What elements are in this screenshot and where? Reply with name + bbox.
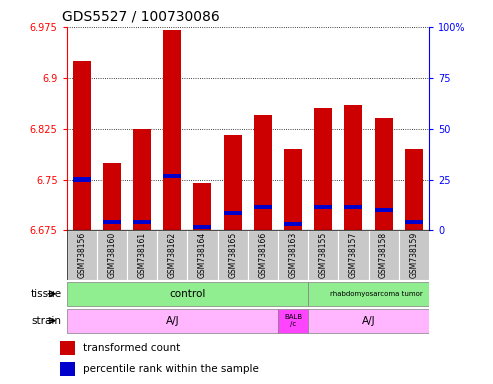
Bar	[314, 108, 332, 230]
Bar	[405, 220, 423, 223]
Bar	[375, 208, 392, 212]
Text: A/J: A/J	[166, 316, 179, 326]
Text: GSM738163: GSM738163	[288, 232, 298, 278]
Bar	[187, 230, 217, 280]
Bar	[217, 230, 247, 280]
Bar	[278, 309, 308, 333]
Bar	[278, 230, 308, 280]
Text: GSM738159: GSM738159	[409, 232, 419, 278]
Text: rhabdomyosarcoma tumor: rhabdomyosarcoma tumor	[330, 291, 423, 297]
Text: GSM738155: GSM738155	[318, 232, 328, 278]
Bar	[127, 230, 157, 280]
Text: strain: strain	[32, 316, 62, 326]
Bar	[193, 225, 211, 229]
Text: GSM738161: GSM738161	[138, 232, 146, 278]
Text: BALB
/c: BALB /c	[284, 314, 302, 327]
Bar	[133, 129, 151, 230]
Bar	[248, 230, 278, 280]
Bar	[97, 230, 127, 280]
Text: GDS5527 / 100730086: GDS5527 / 100730086	[62, 9, 219, 23]
Bar	[72, 61, 91, 230]
Bar	[399, 230, 429, 280]
Text: GSM738160: GSM738160	[107, 232, 116, 278]
Bar	[308, 230, 338, 280]
Bar	[193, 183, 211, 230]
Bar	[405, 149, 423, 230]
Bar	[163, 174, 181, 178]
Bar	[67, 309, 278, 333]
Text: percentile rank within the sample: percentile rank within the sample	[83, 364, 259, 374]
Bar	[368, 230, 399, 280]
Bar	[72, 177, 91, 182]
Text: GSM738166: GSM738166	[258, 232, 267, 278]
Bar	[338, 230, 368, 280]
Bar	[254, 205, 272, 209]
Bar	[67, 230, 97, 280]
Bar	[163, 30, 181, 230]
Bar	[223, 212, 242, 215]
Bar	[375, 118, 392, 230]
Bar	[61, 341, 75, 355]
Bar	[308, 309, 429, 333]
Text: control: control	[169, 289, 206, 299]
Text: GSM738157: GSM738157	[349, 232, 358, 278]
Text: GSM738162: GSM738162	[168, 232, 177, 278]
Bar	[223, 136, 242, 230]
Bar	[284, 222, 302, 226]
Text: GSM738158: GSM738158	[379, 232, 388, 278]
Bar	[254, 115, 272, 230]
Bar	[314, 205, 332, 209]
Bar	[157, 230, 187, 280]
Text: A/J: A/J	[362, 316, 375, 326]
Bar	[308, 282, 444, 306]
Text: GSM738164: GSM738164	[198, 232, 207, 278]
Text: tissue: tissue	[31, 289, 62, 299]
Bar	[103, 220, 121, 223]
Text: GSM738165: GSM738165	[228, 232, 237, 278]
Bar	[284, 149, 302, 230]
Text: transformed count: transformed count	[83, 343, 180, 353]
Bar	[344, 205, 362, 209]
Text: GSM738156: GSM738156	[77, 232, 86, 278]
Bar	[344, 105, 362, 230]
Bar	[61, 362, 75, 376]
Bar	[103, 162, 121, 230]
Bar	[133, 220, 151, 223]
Bar	[67, 282, 308, 306]
